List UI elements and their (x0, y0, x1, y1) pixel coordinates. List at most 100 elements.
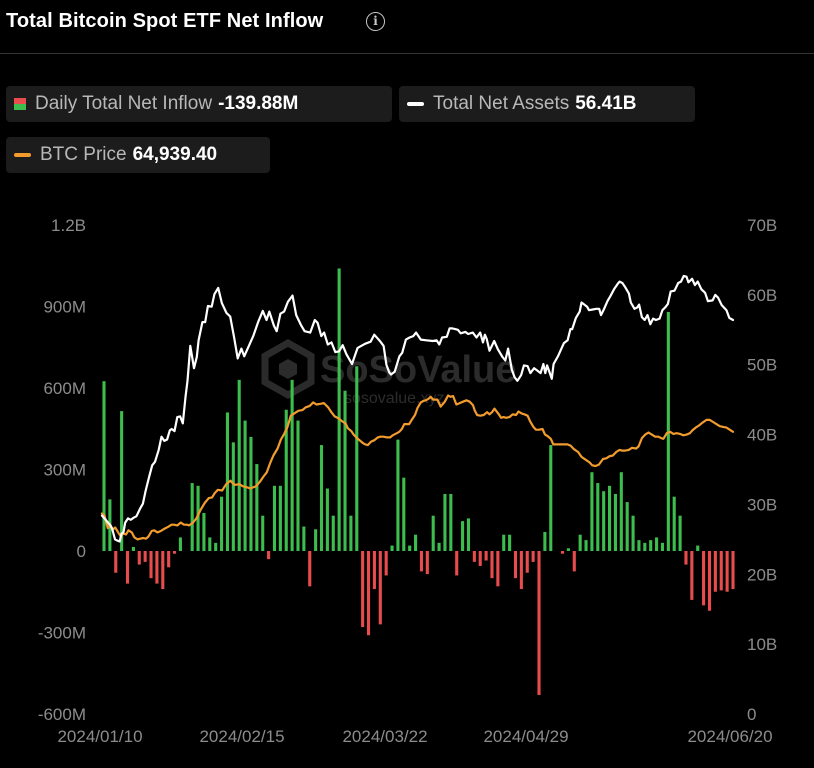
inflow-bar (490, 551, 494, 579)
inflow-bar (631, 515, 635, 551)
inflow-bar (131, 546, 135, 551)
inflow-bar (549, 445, 553, 551)
inflow-bar (678, 515, 682, 551)
watermark-brand: SoSoValue (320, 349, 516, 391)
inflow-bar (319, 445, 324, 551)
inflow-bar (408, 545, 412, 551)
right-tick-label: 70B (747, 216, 777, 235)
inflow-bar (137, 551, 141, 565)
inflow-bar (125, 551, 130, 584)
left-tick-label: -600M (38, 705, 86, 724)
inflow-bar (461, 521, 465, 551)
legend-label: BTC Price (40, 144, 127, 165)
line-legend-icon (14, 153, 31, 157)
inflow-bar (596, 483, 600, 551)
inflow-bar (419, 551, 423, 572)
info-icon[interactable]: i (366, 12, 385, 31)
right-tick-label: 20B (747, 565, 777, 584)
etf-flow-chart[interactable]: SoSoValue sosovalue.xyz -600M -300M 0 300M 6… (0, 200, 814, 768)
legend-btc-price[interactable]: BTC Price 64,939.40 (6, 137, 270, 173)
inflow-bar (508, 534, 512, 551)
x-tick-label: 2024/03/22 (342, 727, 427, 746)
inflow-bar (284, 409, 288, 551)
btc-price-line (100, 394, 735, 541)
inflow-bar (361, 551, 365, 628)
inflow-bar (167, 551, 171, 568)
inflow-bar (655, 537, 659, 551)
inflow-bar (649, 540, 653, 551)
inflow-bar (466, 518, 471, 551)
inflow-bar (502, 534, 506, 551)
right-tick-label: 30B (747, 495, 777, 514)
inflow-bar (343, 390, 347, 551)
left-tick-label: -300M (38, 624, 86, 643)
inflow-bar (519, 551, 523, 590)
legend-value: 56.41B (575, 93, 637, 114)
page-title: Total Bitcoin Spot ETF Net Inflow (6, 10, 324, 32)
inflow-bar (202, 512, 206, 551)
inflow-bar (314, 529, 318, 551)
inflow-bar (472, 551, 476, 562)
inflow-bar (190, 483, 194, 551)
left-tick-label: 900M (43, 298, 86, 317)
inflow-bar (725, 551, 729, 592)
inflow-bar (525, 551, 529, 573)
line-series (100, 274, 735, 543)
right-tick-label: 60B (747, 286, 777, 305)
inflow-bar (478, 551, 482, 566)
inflow-bar (531, 551, 535, 562)
inflow-bar (425, 551, 429, 575)
inflow-bar (625, 502, 629, 551)
inflow-bar (731, 551, 735, 590)
header: Total Bitcoin Spot ETF Net Inflow i (0, 0, 814, 54)
inflow-bar (102, 381, 106, 551)
inflow-bar (414, 534, 418, 551)
right-tick-label: 10B (747, 635, 777, 654)
inflow-bar (590, 472, 594, 551)
inflow-bar (208, 537, 212, 551)
inflow-bar (608, 485, 612, 551)
inflow-bar (396, 439, 400, 551)
inflow-bar (372, 551, 376, 590)
inflow-bar (719, 551, 723, 591)
legend-total-net-assets[interactable]: Total Net Assets 56.41B (399, 86, 695, 122)
inflow-bar (231, 442, 235, 551)
inflow-bar (278, 485, 282, 551)
legend-daily-net-inflow[interactable]: Daily Total Net Inflow -139.88M (6, 86, 392, 122)
inflow-bar (155, 551, 159, 584)
inflow-bar (513, 551, 518, 579)
inflow-bar (296, 420, 300, 551)
inflow-bar (402, 477, 406, 551)
inflow-bar (143, 551, 147, 562)
inflow-bar (267, 551, 271, 560)
inflow-bar (225, 412, 229, 551)
inflow-bar (220, 496, 224, 551)
inflow-bar (249, 436, 253, 551)
inflow-bar (120, 411, 124, 551)
inflow-bar (302, 526, 306, 551)
left-tick-label: 0 (77, 542, 86, 561)
x-tick-label: 2024/04/29 (483, 727, 568, 746)
inflow-bar (707, 551, 712, 611)
inflow-bar (255, 464, 259, 551)
inflow-bar (449, 493, 453, 551)
inflow-bar (161, 551, 165, 590)
sosovalue-logo (261, 338, 315, 400)
bar-legend-icon (14, 98, 26, 110)
inflow-bar (572, 551, 576, 572)
legend-label: Total Net Assets (433, 93, 570, 114)
inflow-bar (149, 551, 153, 579)
inflow-bar (261, 515, 265, 551)
inflow-bar (690, 551, 694, 600)
inflow-bar (613, 493, 617, 551)
inflow-bar (496, 551, 500, 587)
right-tick-label: 50B (747, 356, 777, 375)
inflow-bar (355, 366, 359, 551)
legend-value: -139.88M (218, 93, 299, 114)
inflow-bar (325, 488, 329, 551)
inflow-bar (237, 379, 241, 551)
right-tick-label: 0 (747, 705, 756, 724)
inflow-bar (272, 485, 277, 551)
x-axis: 2024/01/10 2024/02/15 2024/03/22 2024/04/29… (57, 727, 772, 746)
